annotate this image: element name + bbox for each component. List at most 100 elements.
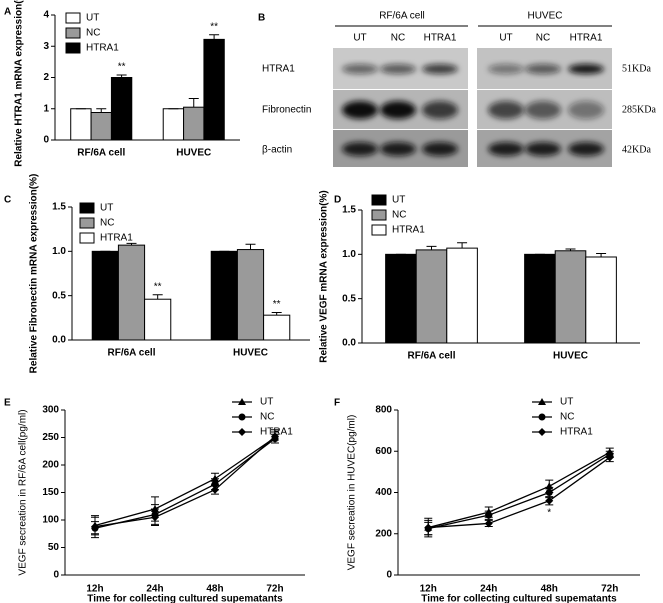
y-tick-label: 200 xyxy=(42,460,59,471)
legend-swatch xyxy=(65,12,81,24)
point xyxy=(271,432,279,441)
point xyxy=(545,496,554,505)
legend-label: NC xyxy=(560,412,574,423)
y-tick-label: 1.0 xyxy=(52,246,66,257)
legend-label: HTRA1 xyxy=(86,43,119,54)
bar xyxy=(144,298,172,341)
y-tick-label: 3 xyxy=(43,41,49,52)
lane-label: UT xyxy=(353,33,366,44)
y-tick-label: 250 xyxy=(42,432,59,443)
point xyxy=(211,480,219,488)
y-tick-label: 100 xyxy=(42,515,59,526)
panel-label: B xyxy=(258,13,265,24)
blot-band xyxy=(422,64,458,74)
legend-label: UT xyxy=(100,203,113,214)
error-bar xyxy=(188,97,199,108)
blot-band xyxy=(568,142,604,156)
legend-marker xyxy=(238,413,246,421)
line xyxy=(94,436,276,527)
row-label: Fibronectin xyxy=(262,105,311,116)
y-tick-label: 0 xyxy=(43,135,49,146)
y-tick-label: 1.5 xyxy=(342,205,356,216)
point xyxy=(424,523,433,532)
error-bar xyxy=(209,34,220,40)
blot-band xyxy=(568,64,604,74)
y-axis-label: Relative VEGF mRNA expression(%) xyxy=(319,190,330,362)
size-label: 42KDa xyxy=(622,144,651,155)
x-tick-label: 12h xyxy=(86,584,103,595)
y-axis-label: VEGF secreation in HUVEC(pg/ml) xyxy=(347,415,358,571)
line xyxy=(428,456,611,529)
error-bar xyxy=(596,252,607,257)
panel-label: F xyxy=(334,398,340,409)
size-label: 285KDa xyxy=(622,104,656,115)
legend-label: UT xyxy=(86,13,99,24)
error-bar xyxy=(426,245,437,250)
panel-label: D xyxy=(334,195,341,206)
panel-label: E xyxy=(4,398,11,409)
legend-swatch xyxy=(79,202,95,214)
y-tick-label: 600 xyxy=(375,446,392,457)
blot-band xyxy=(488,64,524,74)
western-blot: B RF/6A cell HUVEC UT NC HTRA1 UT NC HTR… xyxy=(258,11,656,167)
group-label: RF/6A cell xyxy=(379,11,425,22)
group-label: HUVEC xyxy=(527,11,562,22)
size-label: 51KDa xyxy=(622,63,651,74)
legend-swatch xyxy=(371,209,387,221)
legend-label: HTRA1 xyxy=(260,427,293,438)
bar xyxy=(70,108,92,141)
bar xyxy=(385,253,417,344)
bar xyxy=(183,106,205,141)
x-tick-label: RF/6A cell xyxy=(108,348,156,359)
legend-swatch xyxy=(79,232,95,244)
panel-label: A xyxy=(4,7,11,18)
x-tick-label: 24h xyxy=(480,584,497,595)
bar xyxy=(117,244,146,341)
legend-marker xyxy=(538,398,546,405)
y-axis-label: Relative HTRA1 mRNA expression(%) xyxy=(14,0,25,167)
legend-marker xyxy=(538,428,546,436)
legend-swatch xyxy=(79,217,95,229)
y-tick-label: 1 xyxy=(43,103,49,114)
blot-band xyxy=(525,142,561,156)
legend-swatch xyxy=(65,27,81,39)
point xyxy=(211,485,219,494)
y-tick-label: 0.0 xyxy=(52,335,66,346)
x-tick-label: HUVEC xyxy=(176,148,211,159)
legend-label: NC xyxy=(86,28,100,39)
lane-label: HTRA1 xyxy=(570,33,603,44)
error-bar xyxy=(126,242,137,246)
line xyxy=(428,451,611,529)
blot-band xyxy=(342,64,378,74)
x-axis-label: Time for collecting cultured supematants xyxy=(87,594,283,603)
blot-band xyxy=(568,101,604,119)
blot-band xyxy=(525,64,561,74)
legend-label: UT xyxy=(260,397,273,408)
bar xyxy=(236,249,265,341)
y-axis-label: Relative Fibronectin mRNA expression(%) xyxy=(29,174,40,374)
x-tick-label: HUVEC xyxy=(233,348,268,359)
x-tick-label: HUVEC xyxy=(553,351,588,362)
y-tick-label: 1.5 xyxy=(52,202,66,213)
blot-band xyxy=(380,142,416,156)
legend-label: UT xyxy=(560,397,573,408)
error-bar xyxy=(116,74,127,78)
blot-band xyxy=(422,142,458,156)
lane-label: HTRA1 xyxy=(424,33,457,44)
annotation: ** xyxy=(210,21,218,32)
lane-label: NC xyxy=(391,33,405,44)
x-tick-label: 12h xyxy=(420,584,437,595)
blot-band xyxy=(380,101,416,119)
legend-label: UT xyxy=(392,195,405,206)
row-label: HTRA1 xyxy=(262,64,295,75)
error-bar xyxy=(96,108,107,113)
bar xyxy=(210,250,238,341)
annotation: * xyxy=(547,508,551,519)
y-tick-label: 300 xyxy=(42,405,59,416)
bar xyxy=(263,314,291,341)
legend-swatch xyxy=(371,194,387,206)
blot-band xyxy=(380,64,416,74)
y-tick-label: 50 xyxy=(48,542,60,553)
